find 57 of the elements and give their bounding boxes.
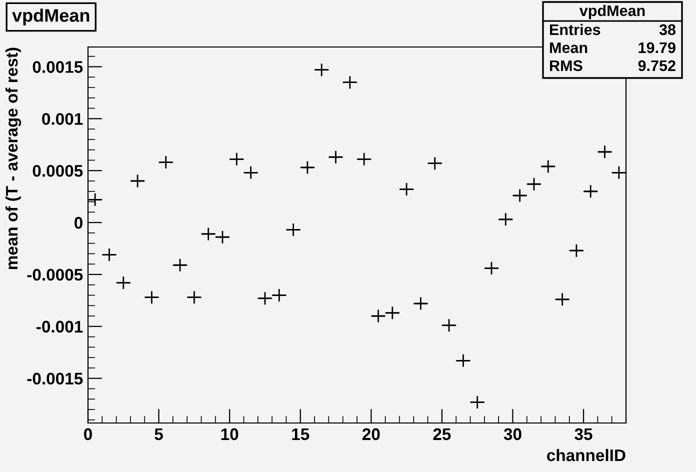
point [541,160,556,174]
x-tick-label: 10 [221,428,238,440]
point [612,166,626,180]
point [584,184,598,198]
point [328,150,343,164]
y-tick-label: 0.0015 [32,61,83,73]
x-tick-label: 20 [362,428,380,440]
point [484,261,498,276]
point [230,152,244,166]
point [116,276,130,290]
point [570,244,584,258]
point [314,62,329,77]
point [88,192,102,207]
point [187,290,202,304]
point [130,174,144,188]
x-axis-title: channelID [547,448,626,462]
point [342,75,357,90]
x-tick-label: 0 [84,428,92,440]
x-tick-label: 15 [292,428,310,440]
y-tick-label: 0 [74,216,82,229]
point [527,177,541,192]
annotation: Mean [550,42,588,54]
point [598,144,612,159]
point [102,248,116,262]
point [498,212,513,226]
point [555,292,570,306]
x-tick-label: 30 [504,428,522,440]
y-tick-label: -0.0015 [27,372,83,385]
chart-title: vpdMean [12,8,90,26]
point [300,160,314,174]
point [173,258,187,272]
text: 19.79 [638,42,676,54]
y-tick-label: -0.0005 [27,268,83,281]
point [286,222,300,237]
point [456,354,470,368]
text: vpdMean [579,4,645,20]
text: 9.752 [638,60,676,72]
point [144,290,159,304]
point [158,155,173,170]
point [442,318,456,332]
x-tick-label: 25 [433,428,451,440]
point [400,182,414,196]
point [244,166,258,180]
point [357,152,372,166]
point [470,395,484,410]
y-axis-title: mean of (T - average of rest) [5,48,22,270]
annotation: RMS [550,60,582,72]
point [428,156,442,170]
y-tick-label: 0.0005 [32,165,83,177]
x-tick-label: 5 [154,428,163,440]
y-tick-label: 0.001 [42,113,83,125]
x-tick-label: 35 [574,428,592,440]
text: 38 [659,24,676,36]
point [512,188,527,202]
point [414,296,428,310]
y-tick-label: -0.001 [36,320,83,333]
text: Entries [550,24,600,36]
